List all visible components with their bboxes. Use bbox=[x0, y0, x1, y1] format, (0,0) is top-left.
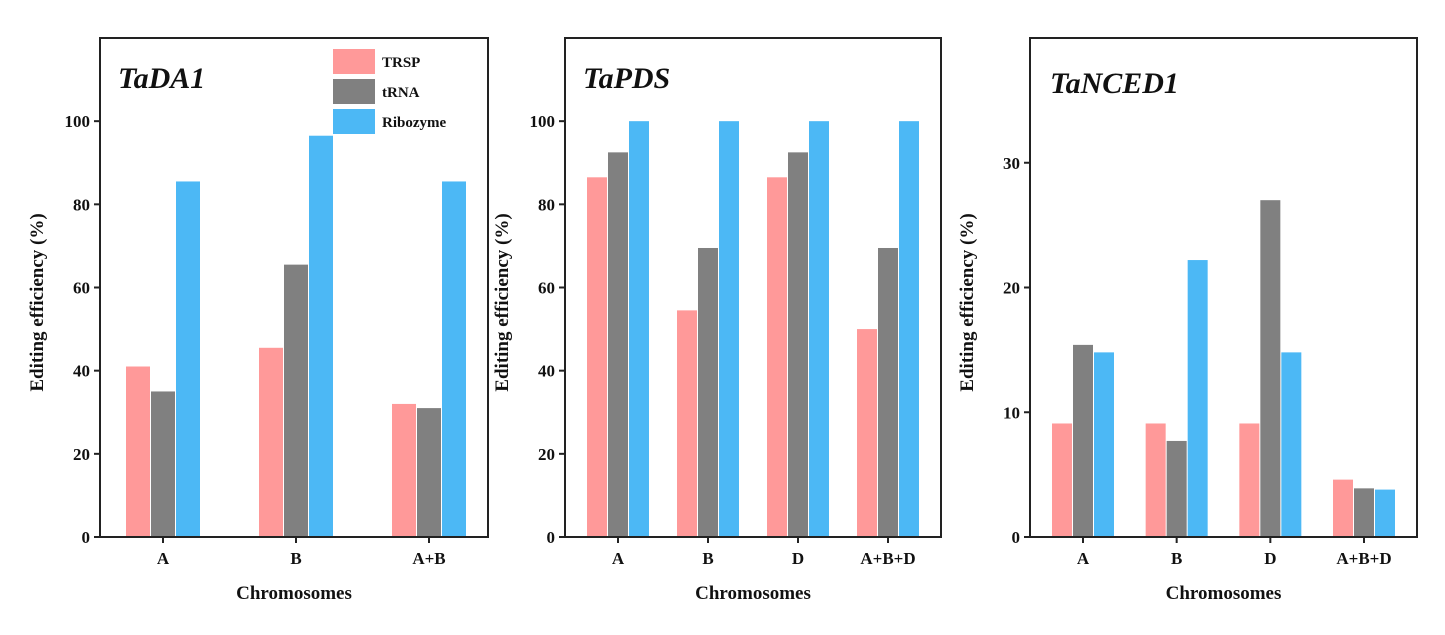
y-tick-label: 20 bbox=[73, 445, 90, 464]
legend-swatch-trna bbox=[333, 79, 375, 104]
chart-panel-3: 0 10 20 30 A B D A+B+D Chromosomes Editing effici… bbox=[957, 37, 1418, 604]
bar-ribozyme-a bbox=[629, 121, 649, 538]
bar-ribozyme-aplusbplusd bbox=[899, 121, 919, 538]
chart-panel-1: 0 20 40 60 80 100 A B A+B Chromosomes Editing effi… bbox=[27, 37, 489, 604]
bar-trna-a bbox=[1073, 344, 1093, 537]
y-tick-label: 100 bbox=[530, 112, 556, 131]
y-tick-label: 80 bbox=[538, 195, 555, 214]
bar-trsp-b bbox=[677, 310, 697, 537]
y-axis-title: Editing efficiency (%) bbox=[27, 213, 48, 391]
bar-ribozyme-b bbox=[309, 135, 333, 538]
y-tick-label: 80 bbox=[73, 195, 90, 214]
x-axis-title: Chromosomes bbox=[236, 583, 352, 604]
chart-panel-2: 0 20 40 60 80 100 A B D A+B+D Chromosomes Editing e… bbox=[492, 37, 942, 604]
bar-trna-aplusbplusd bbox=[1354, 488, 1374, 537]
x-category-label: D bbox=[792, 549, 804, 568]
legend-label-ribozyme: Ribozyme bbox=[382, 115, 446, 131]
chart-title: TaPDS bbox=[583, 62, 670, 95]
y-tick-label: 60 bbox=[73, 279, 90, 298]
bar-trna-b bbox=[698, 247, 718, 537]
y-tick-label: 0 bbox=[547, 528, 556, 547]
x-axis-title: Chromosomes bbox=[1166, 583, 1282, 604]
bar-trsp-aplusb bbox=[392, 403, 416, 537]
bar-trsp-d bbox=[767, 177, 787, 537]
bar-ribozyme-d bbox=[1281, 352, 1302, 537]
bar-ribozyme-a bbox=[1094, 352, 1114, 537]
bar-trna-b bbox=[284, 264, 308, 537]
y-tick-label: 20 bbox=[1003, 279, 1020, 298]
x-category-label: A+B+D bbox=[860, 549, 915, 568]
x-category-label: A bbox=[157, 549, 170, 568]
legend: TRSP tRNA Ribozyme bbox=[333, 49, 446, 134]
x-category-label: A+B+D bbox=[1336, 549, 1391, 568]
bar-ribozyme-d bbox=[809, 121, 829, 538]
bar-ribozyme-a bbox=[176, 181, 200, 537]
x-category-label: B bbox=[702, 549, 713, 568]
y-tick-label: 40 bbox=[73, 362, 90, 381]
y-tick-label: 100 bbox=[65, 112, 91, 131]
bar-ribozyme-b bbox=[719, 121, 739, 538]
y-tick-label: 30 bbox=[1003, 154, 1020, 173]
y-tick-label: 0 bbox=[1012, 528, 1021, 547]
legend-swatch-ribozyme bbox=[333, 109, 375, 134]
bar-trsp-b bbox=[1145, 423, 1166, 537]
legend-swatch-trsp bbox=[333, 49, 375, 74]
bar-trna-aplusbplusd bbox=[878, 247, 898, 537]
y-axis-title: Editing efficiency (%) bbox=[492, 213, 513, 391]
x-category-label: B bbox=[290, 549, 301, 568]
y-tick-label: 20 bbox=[538, 445, 555, 464]
chart-title: TaDA1 bbox=[118, 62, 205, 95]
y-tick-label: 40 bbox=[538, 362, 555, 381]
bar-trna-a bbox=[151, 391, 175, 537]
bar-trna-d bbox=[1260, 200, 1281, 538]
x-category-label: A bbox=[1077, 549, 1090, 568]
y-tick-label: 10 bbox=[1003, 403, 1020, 422]
bar-trsp-a bbox=[1052, 423, 1072, 537]
legend-label-trna: tRNA bbox=[382, 85, 420, 101]
bar-ribozyme-aplusb bbox=[442, 181, 466, 537]
x-category-label: B bbox=[1171, 549, 1182, 568]
x-category-label: D bbox=[1264, 549, 1276, 568]
bar-trsp-b bbox=[259, 347, 283, 537]
bar-ribozyme-b bbox=[1187, 260, 1208, 537]
bar-trna-a bbox=[608, 152, 628, 537]
bar-trna-aplusb bbox=[417, 408, 441, 537]
bar-trsp-aplusbplusd bbox=[1333, 479, 1353, 537]
bar-trsp-d bbox=[1239, 423, 1260, 537]
legend-label-trsp: TRSP bbox=[382, 55, 420, 71]
bar-trsp-aplusbplusd bbox=[857, 329, 877, 537]
chart-title: TaNCED1 bbox=[1050, 67, 1179, 100]
bar-trna-d bbox=[788, 152, 808, 537]
x-axis-title: Chromosomes bbox=[695, 583, 811, 604]
bar-trna-b bbox=[1166, 440, 1187, 537]
y-tick-label: 0 bbox=[82, 528, 91, 547]
bar-ribozyme-aplusbplusd bbox=[1375, 489, 1395, 537]
y-tick-label: 60 bbox=[538, 279, 555, 298]
bar-trsp-a bbox=[126, 366, 150, 537]
y-axis-title: Editing efficiency (%) bbox=[957, 213, 978, 391]
bar-trsp-a bbox=[587, 177, 607, 537]
x-category-label: A bbox=[612, 549, 625, 568]
x-category-label: A+B bbox=[412, 549, 445, 568]
